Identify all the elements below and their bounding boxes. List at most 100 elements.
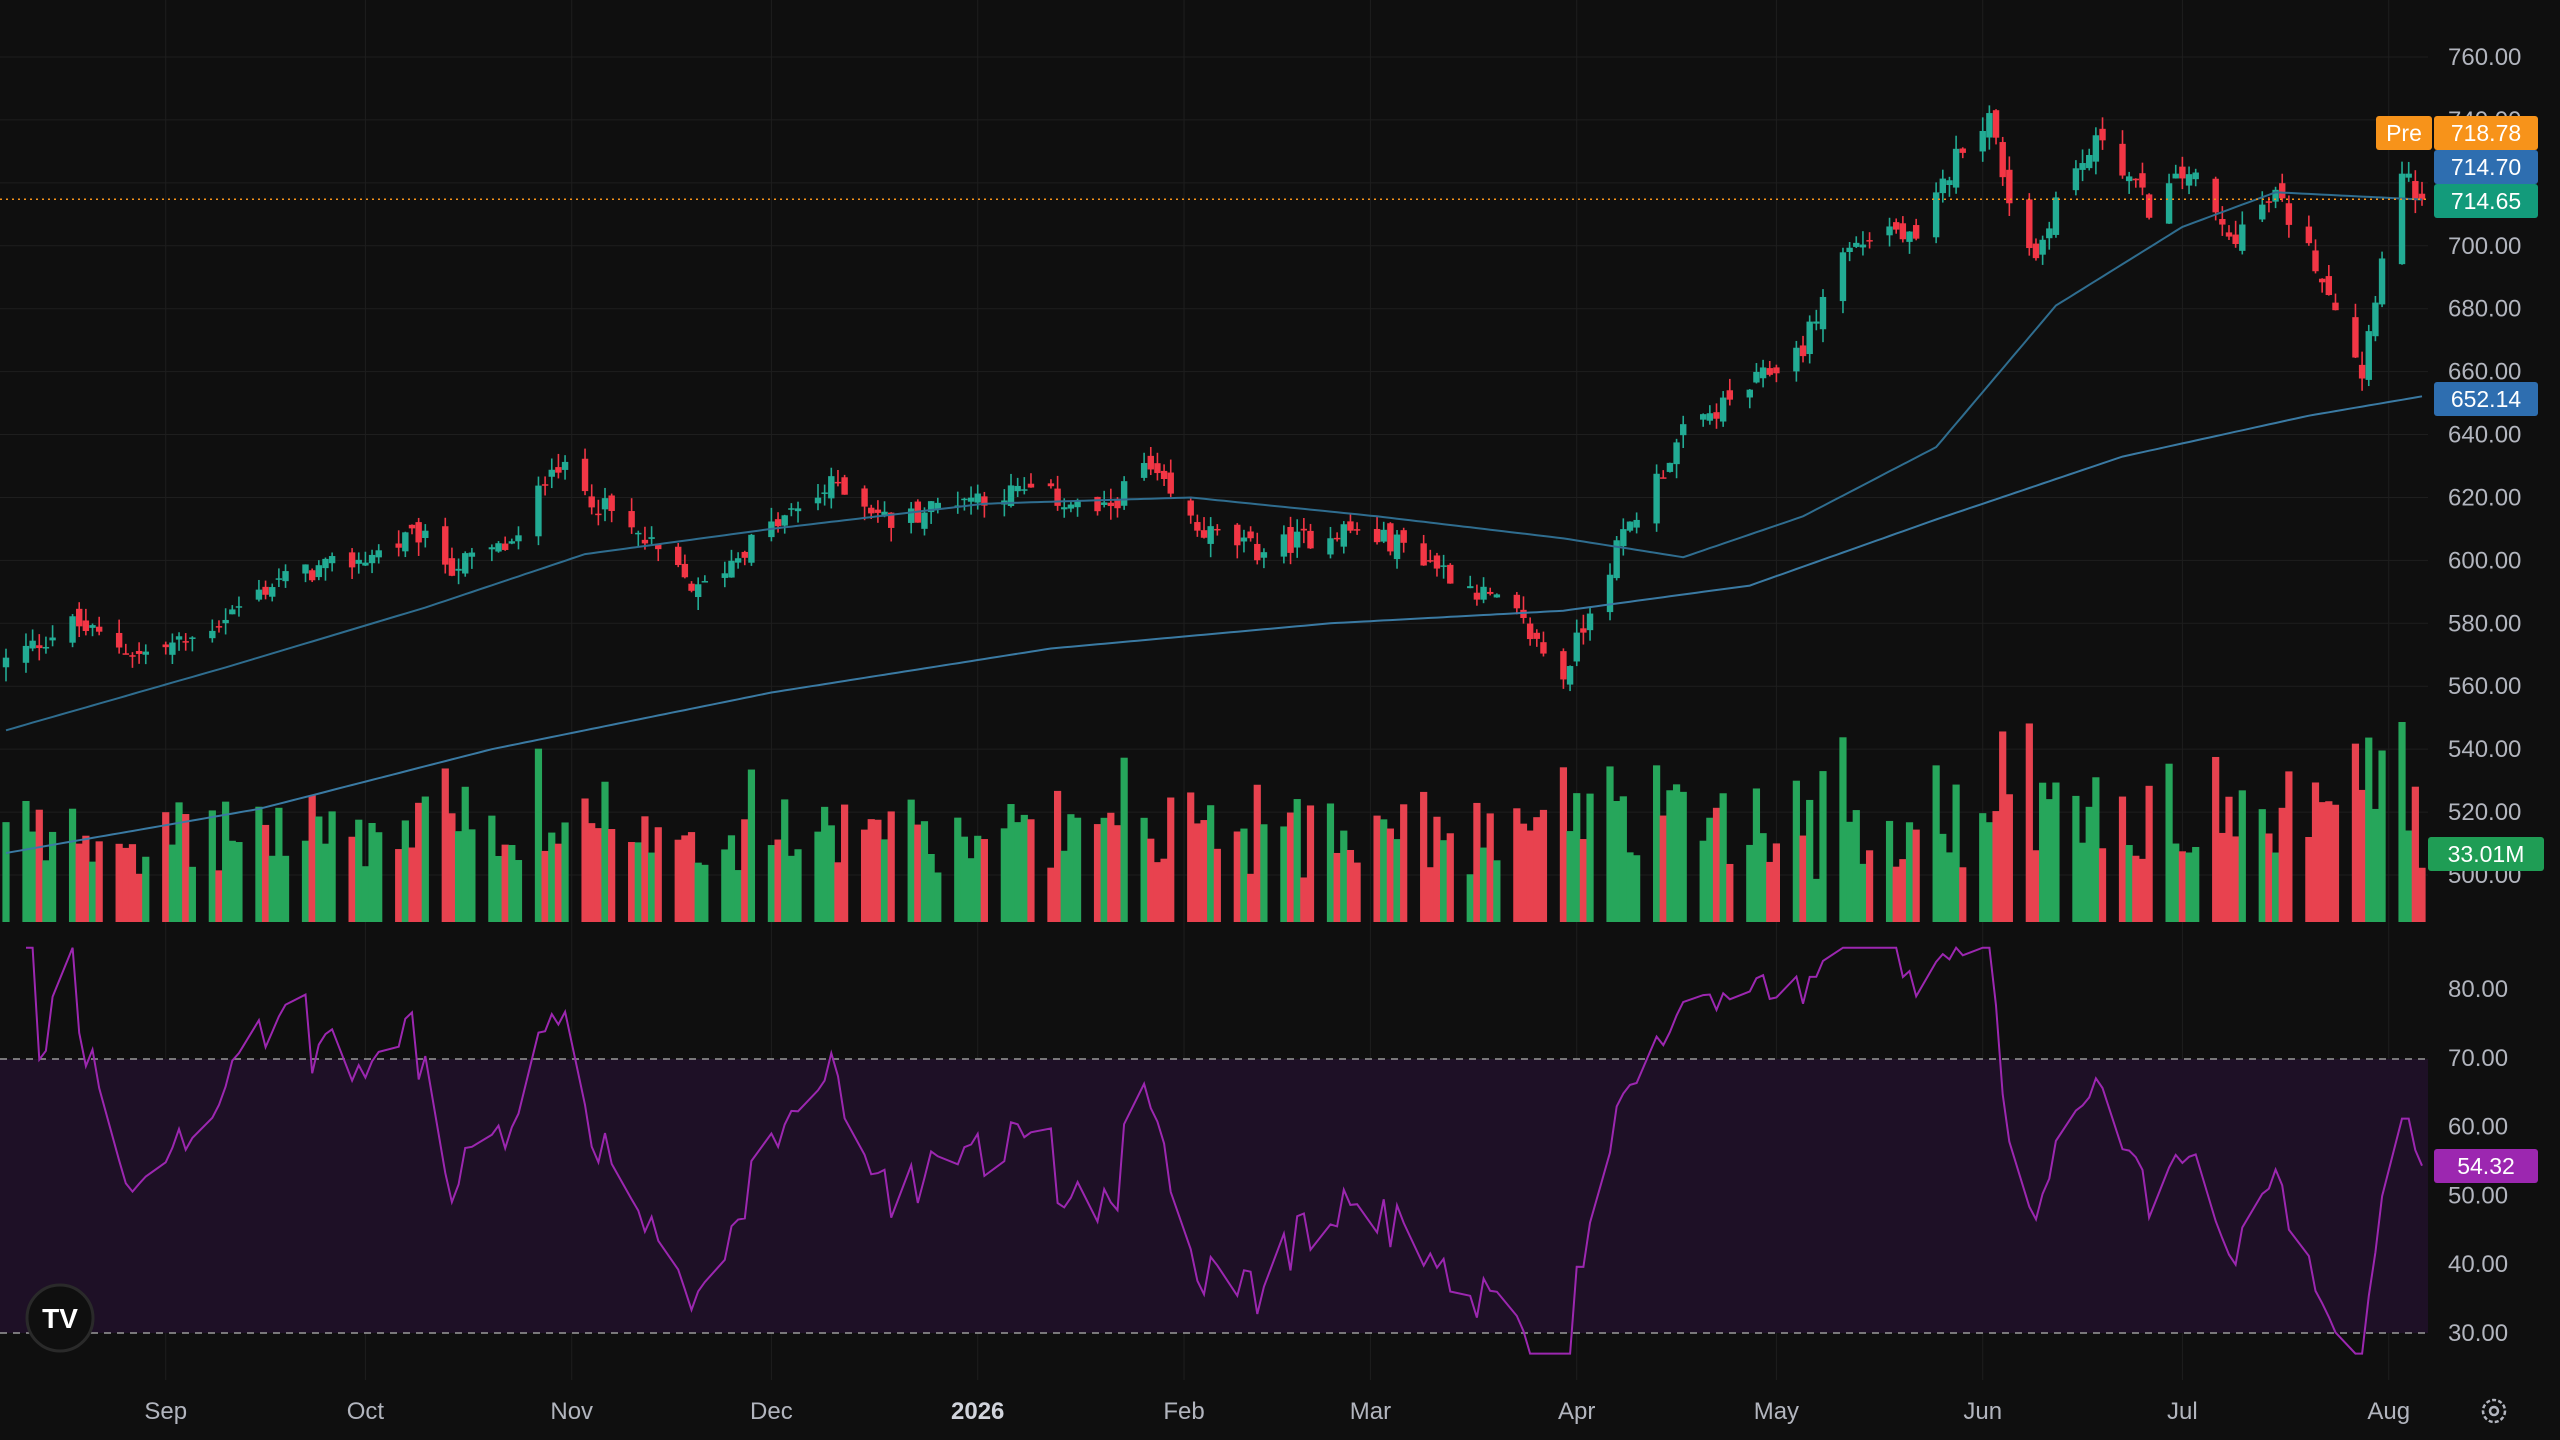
volume-bar xyxy=(2118,796,2127,922)
candle xyxy=(1214,528,1221,531)
candle xyxy=(408,524,416,529)
volume-bar xyxy=(348,836,356,922)
candle xyxy=(581,458,589,492)
tradingview-logo[interactable]: TV xyxy=(25,1283,95,1353)
volume-bar xyxy=(235,842,243,922)
volume-bar xyxy=(2325,801,2333,922)
candle xyxy=(1380,529,1387,542)
candle xyxy=(2072,168,2080,191)
volume-bar xyxy=(142,856,150,922)
candle xyxy=(1793,347,1800,372)
candle xyxy=(1447,564,1454,584)
volume-bar xyxy=(2258,809,2266,922)
volume-bar xyxy=(1047,867,1055,922)
volume-bar xyxy=(694,862,702,922)
volume-bar xyxy=(2278,807,2286,922)
rsi-value: 54.32 xyxy=(2457,1153,2515,1179)
candle xyxy=(468,552,476,557)
price-tick-label: 620.00 xyxy=(2448,484,2521,511)
volume-bar xyxy=(2125,845,2133,922)
volume-bar xyxy=(88,861,97,922)
volume-bar xyxy=(1207,805,1215,922)
candle xyxy=(2398,173,2406,265)
volume-bar xyxy=(1240,828,1248,922)
volume-bar xyxy=(188,866,196,922)
volume-bar xyxy=(494,855,503,922)
gear-center xyxy=(2488,1405,2500,1417)
price-tick-label: 600.00 xyxy=(2448,547,2521,574)
volume-bar xyxy=(1333,852,1341,922)
volume-bar xyxy=(1573,793,1581,922)
candle xyxy=(2125,176,2133,182)
time-axis[interactable]: Sep Oct Nov Dec 2026 Feb Mar Apr May Jun Jul Aug xyxy=(144,1398,2410,1425)
candles[interactable] xyxy=(2,105,2426,692)
candle xyxy=(69,616,76,643)
volume-bar xyxy=(2218,832,2226,922)
candle xyxy=(1440,565,1447,567)
volume-bar xyxy=(654,827,662,922)
candle xyxy=(2212,178,2219,213)
candle xyxy=(1726,390,1734,400)
volume-bar xyxy=(1905,822,1914,922)
candle xyxy=(1680,424,1687,436)
candle xyxy=(229,609,236,615)
volume-bar xyxy=(175,802,183,922)
candle xyxy=(308,570,316,581)
volume-bar xyxy=(827,825,835,922)
volume-bar xyxy=(1979,813,1987,922)
volume-bar xyxy=(1187,792,1195,922)
volume-bar xyxy=(1493,860,1501,922)
candle xyxy=(1806,321,1813,355)
candle xyxy=(328,556,336,564)
candle xyxy=(868,507,875,514)
volume-bar xyxy=(1626,852,1634,922)
candle xyxy=(2279,183,2286,199)
last-price-tag: 714.65 xyxy=(2434,184,2538,218)
volume-bar xyxy=(1586,793,1594,922)
candle xyxy=(315,565,323,578)
rsi-axis[interactable]: 80.00 70.00 60.00 50.00 40.00 30.00 xyxy=(2448,976,2508,1347)
candle xyxy=(655,544,662,550)
volume-bar xyxy=(794,849,802,922)
candle xyxy=(1866,240,1873,242)
volume-bar xyxy=(601,781,609,922)
candle xyxy=(129,655,136,657)
volume-bar xyxy=(1466,874,1474,922)
volume-bar xyxy=(2005,794,2013,922)
candle xyxy=(1340,524,1347,547)
candle xyxy=(2305,226,2313,244)
volume-bar xyxy=(1247,873,1255,922)
volume-bar xyxy=(2305,837,2313,922)
candle xyxy=(29,640,36,649)
volume-bar xyxy=(1213,848,1221,922)
volume-bar xyxy=(375,832,383,922)
candle xyxy=(1613,540,1620,579)
candle xyxy=(1307,530,1314,549)
candle xyxy=(462,553,469,574)
candle xyxy=(1140,463,1148,478)
volume-bar xyxy=(2085,806,2093,922)
settings-button[interactable] xyxy=(2481,1398,2507,1424)
volume-bar xyxy=(2311,782,2320,922)
candle xyxy=(1520,609,1527,618)
candle xyxy=(1480,586,1487,600)
candle xyxy=(222,619,229,624)
candle xyxy=(1846,247,1853,253)
volume-bar xyxy=(581,798,589,922)
candle xyxy=(36,645,43,649)
volume-bar xyxy=(2398,722,2406,922)
candle xyxy=(2132,178,2140,181)
premarket-tag: Pre 718.78 xyxy=(2376,116,2538,150)
volume-bar xyxy=(182,814,190,922)
ma50-price: 714.70 xyxy=(2451,154,2521,180)
volume-bar xyxy=(674,839,682,922)
volume-bar xyxy=(634,842,642,922)
volume-bar xyxy=(1846,821,1854,922)
ma200-tag: 652.14 xyxy=(2434,382,2538,416)
volume-bar xyxy=(95,841,103,922)
volume-bar xyxy=(1000,828,1008,922)
volume-bar xyxy=(2039,782,2047,922)
candle xyxy=(1473,592,1481,600)
